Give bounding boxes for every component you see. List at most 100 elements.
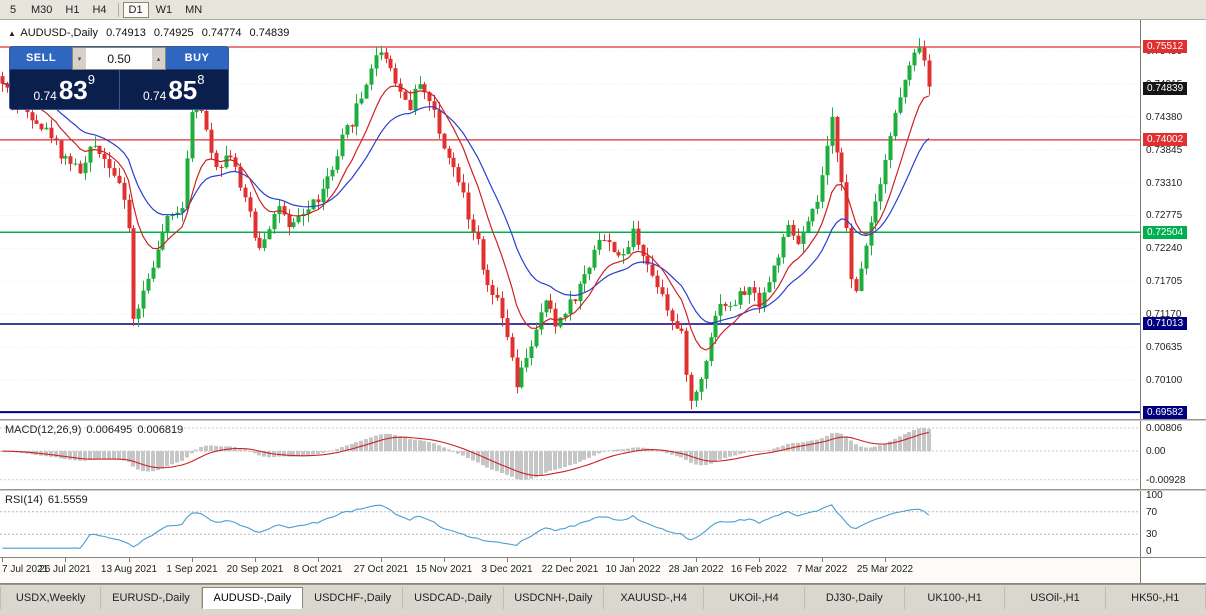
ask-prefix: 0.74: [142, 89, 167, 103]
timeframe-button-w1[interactable]: W1: [149, 1, 179, 18]
chart-tab[interactable]: USDCNH-,Daily: [504, 587, 604, 609]
date-axis-label: 26 Jul 2021: [39, 564, 91, 575]
toolbar-divider: [117, 2, 119, 17]
rsi-axis-label: 70: [1146, 506, 1158, 518]
date-tick-mark: [192, 558, 193, 562]
price-chart-panel[interactable]: ▲ AUDUSD-,Daily 0.74913 0.74925 0.74774 …: [0, 20, 1140, 419]
price-level-badge: 0.74002: [1143, 133, 1188, 147]
chart-title: AUDUSD-,Daily: [20, 27, 98, 39]
date-tick-mark: [318, 558, 319, 562]
volume-decrease-button[interactable]: ▾: [73, 48, 86, 69]
ohlc-close: 0.74839: [249, 27, 290, 39]
macd-label: MACD(12,26,9) 0.006495 0.006819: [5, 424, 188, 436]
panel-splitter[interactable]: [0, 419, 1206, 421]
date-axis-label: 27 Oct 2021: [353, 564, 409, 575]
timeframe-button-m30[interactable]: M30: [25, 1, 59, 18]
chart-tab[interactable]: USDCHF-,Daily: [303, 587, 404, 609]
timeframe-button-mn[interactable]: MN: [179, 1, 209, 18]
macd-canvas[interactable]: [0, 421, 1140, 489]
date-tick-mark: [570, 558, 571, 562]
date-axis: 7 Jul 2021 26 Jul 2021 13 Aug 2021 1 Sep 20…: [0, 558, 1140, 583]
chart-tab-bar: USDX,Weekly EURUSD-,Daily AUDUSD-,Daily USD…: [0, 584, 1206, 615]
price-axis-label: 0.72240: [1146, 243, 1183, 255]
chart-header: ▲ AUDUSD-,Daily 0.74913 0.74925 0.74774 …: [8, 27, 294, 39]
date-tick-mark: [129, 558, 130, 562]
volume-field: ▾ ▴: [72, 47, 166, 70]
date-axis-label: 7 Jul 2021: [2, 564, 49, 575]
chart-tab[interactable]: UKOil-,H4: [704, 587, 805, 609]
date-tick-mark: [885, 558, 886, 562]
price-axis-label: 0.70635: [1146, 342, 1183, 354]
date-axis-label: 15 Nov 2021: [415, 564, 473, 575]
chart-tab[interactable]: AUDUSD-,Daily: [201, 587, 303, 609]
trade-controls-row: SELL ▾ ▴ BUY: [10, 47, 228, 70]
chart-tab[interactable]: HK50-,H1: [1106, 587, 1206, 609]
axis-separator: [0, 557, 1206, 558]
date-axis-label: 22 Dec 2021: [541, 564, 599, 575]
date-axis-label: 16 Feb 2022: [730, 564, 788, 575]
sell-button[interactable]: SELL: [10, 47, 72, 70]
current-price-badge: 0.74839: [1143, 81, 1188, 95]
date-axis-label: 20 Sep 2021: [226, 564, 284, 575]
macd-value-main: 0.006495: [86, 424, 133, 436]
date-tick-mark: [507, 558, 508, 562]
price-level-badge: 0.72504: [1143, 225, 1188, 239]
date-tick-mark: [759, 558, 760, 562]
macd-value-signal: 0.006819: [137, 424, 184, 436]
symbol-marker-icon: ▲: [8, 29, 16, 38]
date-axis-label: 1 Sep 2021: [166, 564, 218, 575]
date-tick-mark: [822, 558, 823, 562]
chart-tab[interactable]: UK100-,H1: [905, 587, 1006, 609]
chart-tab[interactable]: USDCAD-,Daily: [403, 587, 504, 609]
price-axis[interactable]: 0.754500.749150.743800.738450.733100.727…: [1140, 20, 1206, 583]
macd-axis-label: -0.00928: [1146, 474, 1186, 486]
date-axis-label: 13 Aug 2021: [100, 564, 158, 575]
chart-tab[interactable]: EURUSD-,Daily: [101, 587, 202, 609]
price-axis-label: 0.70100: [1146, 375, 1183, 387]
bid-main-digits: 83: [58, 74, 88, 105]
macd-axis-label: 0.00806: [1146, 422, 1183, 434]
macd-axis-label: 0.00: [1146, 446, 1166, 458]
timeframe-toolbar: 5 M30 H1 H4 D1 W1 MN: [0, 0, 1206, 20]
macd-panel[interactable]: MACD(12,26,9) 0.006495 0.006819: [0, 421, 1140, 489]
bid-pipette: 9: [87, 72, 95, 87]
timeframe-button-5[interactable]: 5: [2, 1, 24, 18]
rsi-value: 61.5559: [47, 494, 88, 506]
chart-tab[interactable]: DJ30-,Daily: [805, 587, 905, 609]
rsi-canvas[interactable]: [0, 491, 1140, 557]
ask-pipette: 8: [197, 72, 205, 87]
volume-increase-button[interactable]: ▴: [152, 48, 165, 69]
rsi-axis-label: 0: [1146, 546, 1152, 557]
timeframe-button-h4[interactable]: H4: [86, 1, 113, 18]
tabbar-separator: [0, 583, 1206, 584]
buy-button[interactable]: BUY: [166, 47, 228, 70]
ask-main-digits: 85: [168, 74, 198, 105]
date-tick-mark: [255, 558, 256, 562]
date-axis-label: 28 Jan 2022: [668, 564, 724, 575]
volume-input[interactable]: [86, 48, 152, 69]
price-axis-label: 0.73845: [1146, 144, 1183, 156]
bid-price: 0.74 83 9: [10, 70, 119, 109]
date-tick-mark: [696, 558, 697, 562]
panel-splitter[interactable]: [0, 489, 1206, 491]
chart-tab[interactable]: USOil-,H1: [1005, 587, 1106, 609]
ohlc-low: 0.74774: [201, 27, 242, 39]
price-chart-canvas[interactable]: [0, 20, 1140, 419]
chart-tab[interactable]: USDX,Weekly: [0, 587, 102, 609]
date-axis-label: 10 Jan 2022: [605, 564, 661, 575]
rsi-name: RSI(14): [5, 494, 43, 506]
date-tick-mark: [633, 558, 634, 562]
date-axis-label: 7 Mar 2022: [796, 564, 848, 575]
timeframe-button-d1[interactable]: D1: [122, 1, 149, 18]
price-axis-label: 0.71170: [1146, 309, 1182, 321]
ohlc-high: 0.74925: [153, 27, 194, 39]
date-axis-label: 3 Dec 2021: [481, 564, 533, 575]
macd-name: MACD(12,26,9): [5, 424, 82, 436]
price-level-badge: 0.69582: [1143, 405, 1188, 419]
timeframe-button-h1[interactable]: H1: [59, 1, 86, 18]
chart-tab[interactable]: XAUUSD-,H4: [604, 587, 705, 609]
trade-prices-row: 0.74 83 9 0.74 85 8: [10, 70, 228, 109]
rsi-panel[interactable]: RSI(14) 61.5559: [0, 491, 1140, 557]
